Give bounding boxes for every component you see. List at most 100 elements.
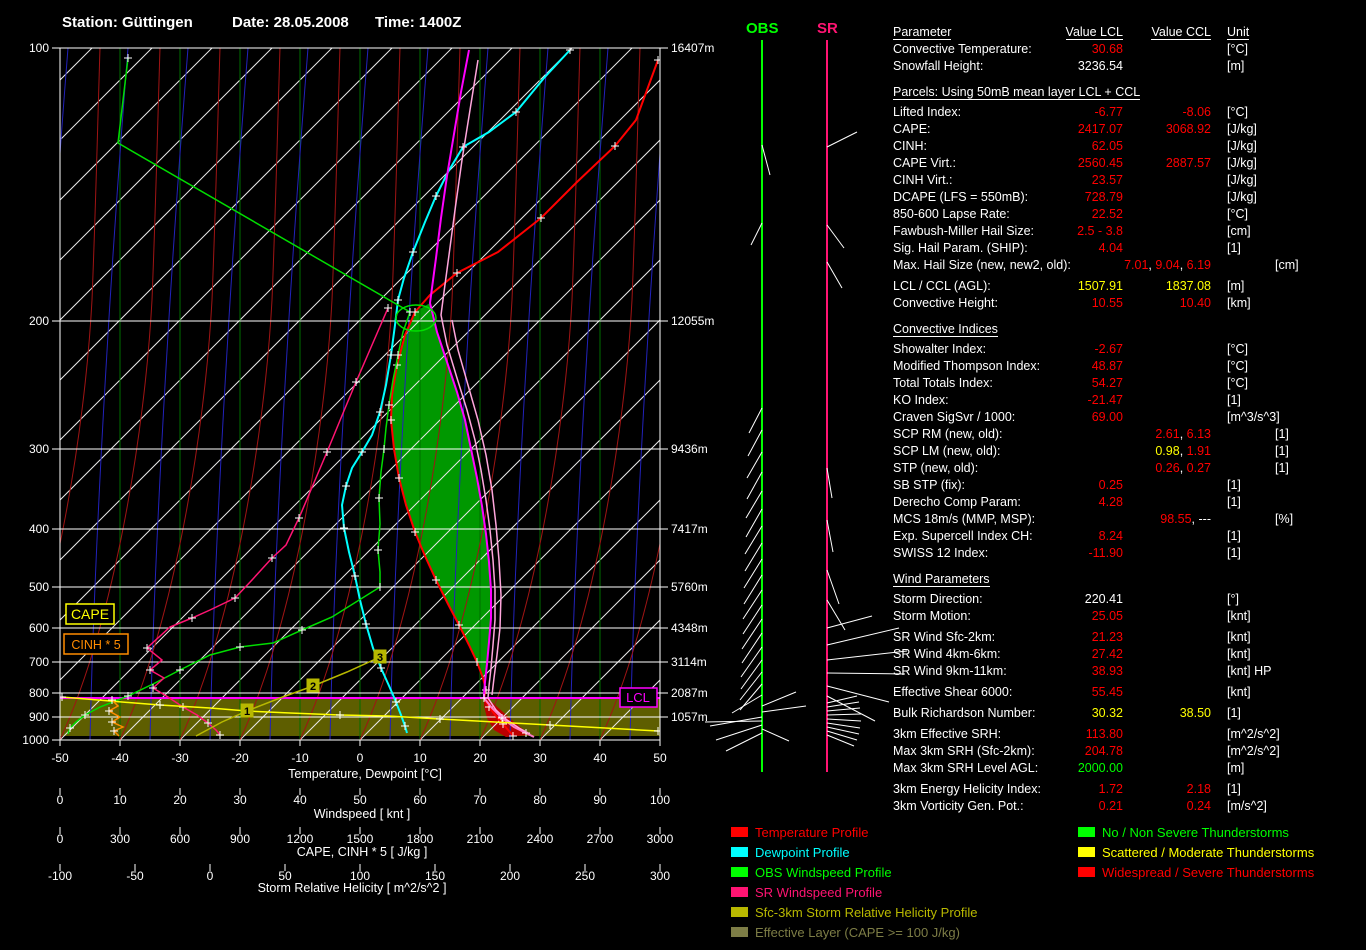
table-row: Effective Shear 6000: 55.45 [knt] [893,684,1363,701]
profile-legend-item: Effective Layer (CAPE >= 100 J/kg) [731,922,978,942]
legend-swatch-icon [731,847,748,857]
axis-tick-label: -20 [231,751,249,765]
equilibrium-level-marker [395,304,437,332]
value-segment: , [1148,258,1156,272]
unit-label: [J/kg] [1227,156,1257,170]
legend-label: Effective Layer (CAPE >= 100 J/kg) [755,924,960,940]
table-row: 3km Energy Helicity Index: 1.72 2.18 [1] [893,781,1363,798]
parcel-virtual-curve-1 [440,59,531,735]
param-label: DCAPE (LFS = 550mB): [893,190,1029,204]
value-ccl [1123,528,1211,545]
profile-legend-item: Dewpoint Profile [731,842,978,862]
value-ccl: 1837.08 [1123,278,1211,295]
value-lcl: 38.93 [1033,663,1123,680]
value-ccl [1123,684,1211,701]
value-lcl: 21.23 [1033,629,1123,646]
unit-label: [knt] HP [1227,664,1272,678]
axis-tick-label: 1200 [287,832,314,846]
value-segment: 25.05 [1091,609,1123,623]
param-label: Convective Temperature: [893,42,1032,56]
table-row: CINH Virt.: 23.57 [J/kg] [893,172,1363,189]
pressure-tick-label: 500 [29,580,49,594]
value-ccl [1123,409,1211,426]
value-segment: -2.67 [1094,342,1124,356]
isotherm-line [239,319,660,740]
legend-swatch-icon [731,827,748,837]
unit-label: [m^3/s^3] [1227,410,1280,424]
value-lcl: 27.42 [1033,646,1123,663]
value-lcl: 0.21 [1033,798,1123,815]
wind-barb [826,713,862,716]
legend-swatch-icon [731,887,748,897]
station-label: Station: Güttingen [62,14,193,31]
profile-legend-item: OBS Windspeed Profile [731,862,978,882]
value-ccl: 3068.92 [1123,121,1211,138]
legend-label: SR Windspeed Profile [755,884,883,900]
value-ccl [1123,726,1211,743]
value-segment: 113.80 [1085,727,1123,741]
param-label: Lifted Index: [893,105,962,119]
axis-title: Windspeed [ knt ] [314,807,411,821]
pressure-tick-label: 200 [29,314,49,328]
value-ccl [1123,58,1211,75]
value-segment: 2417.07 [1077,122,1123,136]
value-segment: 0.21 [1098,799,1123,813]
param-label: 3km Vorticity Gen. Pot.: [893,799,1024,813]
value-ccl: 2887.57 [1123,155,1211,172]
axis-tick-label: 90 [593,793,607,807]
value-lcl: -6.77 [1033,104,1124,121]
unit-label: [1] [1227,393,1241,407]
value-segment: 2887.57 [1165,156,1211,170]
value-segment: 27.42 [1091,647,1123,661]
unit-label: [m] [1227,279,1245,293]
table-row: 3km Effective SRH: 113.80 [m^2/s^2] [893,726,1363,743]
pressure-tick-label: 400 [29,522,49,536]
value-lcl: 1.72 [1033,781,1123,798]
value-segment: 21.23 [1091,630,1123,644]
unit-label: [m^2/s^2] [1227,727,1280,741]
svg-text:1: 1 [244,706,250,718]
time-label: Time: 1400Z [375,14,462,31]
param-label: SR Wind 9km-11km: [893,664,1007,678]
unit-label: [knt] [1227,609,1251,623]
axis-tick-label: 50 [353,793,367,807]
wind-barb [826,224,845,249]
param-label: SR Wind 4km-6km: [893,647,1001,661]
wind-barb [740,646,763,678]
altitude-tick-label: 9436m [671,442,708,456]
isotherm-line [60,139,660,740]
section-header: Convective Indices [893,322,998,337]
profile-legend-item: Sfc-3km Storm Relative Helicity Profile [731,902,978,922]
value-wide: 98.55, --- [1033,511,1259,528]
value-segment: 23.57 [1091,173,1123,187]
altitude-tick-label: 12055m [671,314,714,328]
axis-title: Storm Relative Helicity [ m^2/s^2 ] [258,881,447,895]
value-ccl [1123,760,1211,777]
value-segment: 0.25 [1098,478,1123,492]
table-row: Snowfall Height: 3236.54 [m] [893,58,1363,75]
axis-tick-label: 100 [650,793,670,807]
axis-tick-label: 0 [207,869,214,883]
wind-barb [761,691,797,707]
pressure-tick-label: 300 [29,442,49,456]
isotherm-line [60,48,273,261]
value-segment: 7.01 [1124,258,1149,272]
value-lcl: 55.45 [1033,684,1123,701]
wind-barb [761,144,771,176]
value-segment: 4.28 [1098,495,1123,509]
profile-legend-item: SR Windspeed Profile [731,882,978,902]
value-lcl: 30.32 [1033,705,1123,722]
severity-legend-item: No / Non Severe Thunderstorms [1078,822,1314,842]
wind-barb [826,722,861,729]
value-segment: 204.78 [1084,744,1123,758]
table-row: 3km Vorticity Gen. Pot.: 0.21 0.24 [m/s^2] [893,798,1363,815]
cape-label-box [65,603,115,625]
table-row: Convective Temperature: 30.68 [°C] [893,41,1363,58]
table-row: SCP LM (new, old): 0.98, 1.91 [1] [893,443,1363,460]
param-label: Max 3km SRH (Sfc-2km): [893,744,1035,758]
param-label: Exp. Supercell Index CH: [893,529,1033,543]
isotherm-line [539,619,660,740]
table-row: Total Totals Index: 54.27 [°C] [893,375,1363,392]
value-lcl: 3236.54 [1033,58,1123,75]
